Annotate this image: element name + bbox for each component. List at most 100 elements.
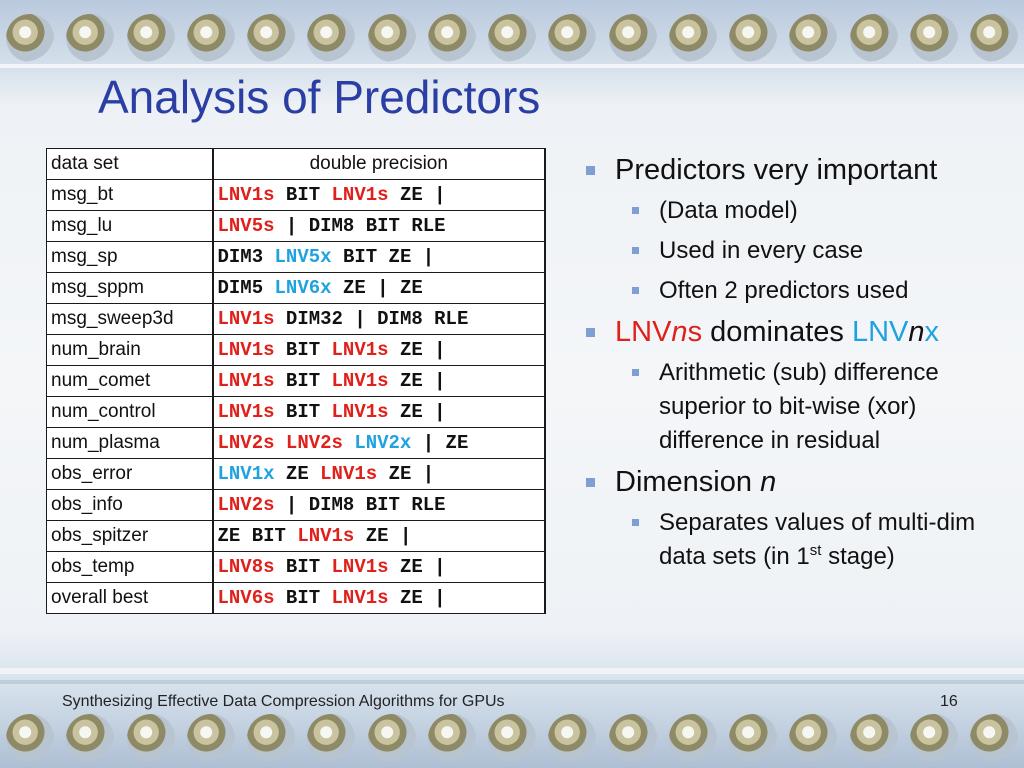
dominates-text: dominates	[702, 316, 852, 348]
circuit-via	[909, 714, 958, 762]
algorithm-token: LNV6x	[274, 277, 343, 299]
circuit-via	[668, 714, 717, 762]
algorithm-token: LNV1s	[320, 463, 389, 485]
table-row: obs_spitzer ZE BIT LNV1s ZE |	[46, 520, 546, 552]
sub-bullet: Often 2 predictors used	[582, 274, 1012, 308]
circuit-via	[970, 714, 1018, 762]
circuit-trace	[0, 668, 1024, 674]
dataset-cell: msg_sp	[46, 241, 213, 273]
circuit-via	[849, 714, 898, 762]
circuit-via	[186, 714, 235, 762]
lnv-x-prefix: LNV	[851, 316, 909, 348]
page-number: 16	[940, 693, 958, 710]
lnv-s-prefix: LNV	[615, 316, 672, 348]
algorithm-token: LNV2s	[217, 494, 286, 516]
slide-title: Analysis of Predictors	[98, 71, 541, 123]
dataset-cell: num_control	[46, 396, 213, 428]
algorithm-token: LNV1s	[331, 401, 400, 423]
circuit-trace	[0, 64, 1024, 68]
lnv-x-suffix: x	[924, 316, 940, 348]
dataset-cell: num_comet	[46, 365, 213, 397]
algorithm-token: ZE	[285, 463, 321, 485]
algorithm-cell: LNV2s | DIM8 BIT RLE	[211, 489, 546, 521]
circuit-via	[186, 14, 235, 62]
algorithm-token: ZE |	[399, 184, 446, 206]
table-body: msg_bt LNV1s BIT LNV1s ZE | msg_lu LNV5s | …	[46, 179, 546, 614]
algorithm-token: | DIM8 BIT RLE	[285, 494, 446, 516]
algorithm-token: BIT	[285, 556, 332, 578]
circuit-via	[608, 714, 657, 762]
algorithm-token: LNV6s	[217, 587, 286, 609]
dimension-text: Dimension	[615, 466, 761, 498]
table-row: msg_sweep3d LNV1s DIM32 | DIM8 RLE	[46, 303, 546, 335]
sub-bullet: (Data model)	[582, 194, 1012, 228]
circuit-via	[970, 14, 1018, 62]
table-row: msg_bt LNV1s BIT LNV1s ZE |	[46, 179, 546, 211]
dataset-cell: msg_sweep3d	[46, 303, 213, 335]
table-row: msg_sp DIM3 LNV5x BIT ZE |	[46, 241, 546, 273]
algorithm-cell: LNV1x ZE LNV1s ZE |	[211, 458, 546, 490]
algorithm-cell: LNV8s BIT LNV1s ZE |	[211, 551, 546, 583]
circuit-via	[307, 714, 356, 762]
dataset-cell: msg_bt	[46, 179, 213, 211]
algorithm-token: LNV1x	[217, 463, 286, 485]
algorithm-cell: LNV5s | DIM8 BIT RLE	[211, 210, 546, 242]
circuit-via	[6, 714, 54, 762]
dataset-cell: obs_info	[46, 489, 213, 521]
algorithm-token: LNV2s LNV2s	[217, 432, 355, 454]
algorithm-token: LNV5x	[274, 246, 343, 268]
algorithm-cell: LNV1s BIT LNV1s ZE |	[211, 396, 546, 428]
circuit-via	[849, 14, 898, 62]
algorithm-cell: DIM3 LNV5x BIT ZE |	[211, 241, 546, 273]
dataset-cell: num_plasma	[46, 427, 213, 459]
algorithm-token: DIM32 | DIM8 RLE	[285, 308, 469, 330]
circuit-via	[367, 14, 416, 62]
algorithm-token: BIT	[285, 401, 332, 423]
predictor-table: data set double precision msg_bt LNV1s BI…	[46, 148, 546, 614]
algorithm-token: | ZE	[422, 432, 469, 454]
bullet-dimension: Dimension n	[582, 464, 1012, 500]
algorithm-token: LNV8s	[217, 556, 286, 578]
algorithm-token: LNV1s	[331, 556, 400, 578]
circuit-via	[909, 14, 958, 62]
dataset-cell: msg_lu	[46, 210, 213, 242]
circuit-via	[608, 14, 657, 62]
algorithm-cell: ZE BIT LNV1s ZE |	[211, 520, 546, 552]
lnv-s-suffix: s	[687, 316, 703, 348]
circuit-via	[789, 14, 838, 62]
table-row: obs_info LNV2s | DIM8 BIT RLE	[46, 489, 546, 521]
dataset-cell: num_brain	[46, 334, 213, 366]
algorithm-token: LNV5s	[217, 215, 286, 237]
algorithm-token: ZE |	[399, 370, 446, 392]
dataset-cell: obs_temp	[46, 551, 213, 583]
algorithm-token: BIT ZE |	[342, 246, 435, 268]
table-row: num_brain LNV1s BIT LNV1s ZE |	[46, 334, 546, 366]
circuit-via	[548, 714, 597, 762]
algorithm-token: LNV1s	[297, 525, 366, 547]
circuit-via	[427, 714, 476, 762]
circuit-via	[6, 14, 54, 62]
dataset-cell: obs_error	[46, 458, 213, 490]
circuit-via	[126, 714, 175, 762]
algorithm-cell: DIM5 LNV6x ZE | ZE	[211, 272, 546, 304]
algorithm-token: LNV1s	[331, 587, 400, 609]
circuit-via	[488, 714, 536, 762]
algorithm-token: BIT	[285, 370, 332, 392]
algorithm-cell: LNV1s BIT LNV1s ZE |	[211, 365, 546, 397]
table-row: num_control LNV1s BIT LNV1s ZE |	[46, 396, 546, 428]
algorithm-token: ZE | ZE	[342, 277, 423, 299]
separates-text: Separates values of multi-dim data sets …	[659, 509, 976, 570]
circuit-via	[668, 14, 717, 62]
algorithm-cell: LNV1s BIT LNV1s ZE |	[211, 334, 546, 366]
circuit-via	[729, 14, 777, 62]
table-row: msg_sppm DIM5 LNV6x ZE | ZE	[46, 272, 546, 304]
lnv-x-n: n	[908, 316, 925, 348]
bullet-list: Predictors very important (Data model) U…	[582, 152, 1012, 580]
dataset-cell: msg_sppm	[46, 272, 213, 304]
algorithm-cell: LNV1s BIT LNV1s ZE |	[211, 179, 546, 211]
circuit-via	[789, 714, 838, 762]
sub-bullet-separates: Separates values of multi-dim data sets …	[582, 506, 1012, 574]
table-row: msg_lu LNV5s | DIM8 BIT RLE	[46, 210, 546, 242]
table-row: overall best LNV6s BIT LNV1s ZE |	[46, 582, 546, 614]
circuit-via	[729, 714, 777, 762]
